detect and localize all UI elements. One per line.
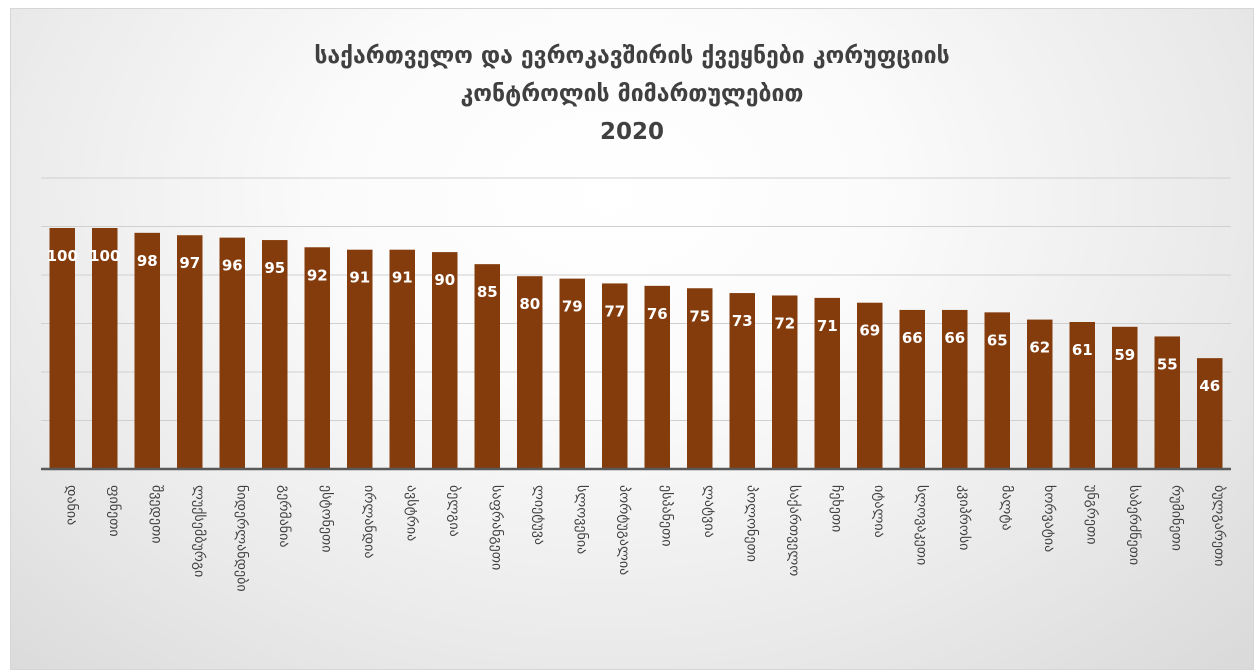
data-label: 100	[89, 247, 120, 265]
bar	[772, 295, 798, 469]
data-label: 76	[647, 305, 668, 323]
category-label: კვიპროსი	[956, 485, 973, 550]
category-label: ლატვია	[701, 485, 717, 538]
data-label: 65	[987, 331, 1008, 349]
category-label: ესტონეთი	[318, 485, 334, 552]
bar	[49, 228, 75, 469]
data-label: 97	[179, 254, 200, 272]
bar	[474, 264, 500, 469]
data-label: 69	[859, 322, 880, 340]
category-label: ბელგია	[446, 485, 462, 537]
data-label: 73	[732, 312, 753, 330]
bar	[1027, 319, 1053, 469]
data-label: 90	[434, 271, 455, 289]
bar	[602, 283, 628, 469]
data-label: 96	[222, 257, 243, 275]
bar	[942, 309, 968, 469]
data-label: 66	[902, 329, 923, 347]
bar	[857, 302, 883, 469]
bar	[389, 249, 415, 469]
data-label: 91	[392, 269, 413, 287]
data-label: 75	[689, 307, 710, 325]
category-label: ესპანეთი	[658, 485, 674, 547]
bar	[1154, 336, 1180, 469]
category-label: შვედეთი	[148, 485, 164, 544]
data-label: 62	[1029, 339, 1050, 357]
bar	[517, 276, 543, 469]
category-label: სლოვენია	[573, 485, 589, 554]
category-label: ბულგარეთი	[1211, 485, 1228, 566]
category-label: საქართველო	[786, 485, 803, 576]
category-label: ლუქსემბურგი	[191, 485, 208, 577]
chart-title: საქართველო და ევროკავშირის ქვეყნები კორუ…	[11, 37, 1253, 151]
category-label: დანია	[63, 485, 79, 525]
bar	[644, 285, 670, 469]
bar	[304, 247, 330, 469]
bar	[347, 249, 373, 469]
category-label: საბერძნეთი	[1126, 485, 1143, 565]
category-label: ჩეხეთი	[828, 485, 844, 532]
bar	[219, 237, 245, 469]
data-label: 61	[1072, 341, 1093, 359]
bar	[1069, 321, 1095, 469]
data-label: 79	[562, 298, 583, 316]
chart-frame: საქართველო და ევროკავშირის ქვეყნები კორუ…	[10, 8, 1254, 670]
data-label: 98	[137, 252, 158, 270]
bar	[1112, 326, 1138, 469]
bar	[687, 288, 713, 469]
bar	[177, 235, 203, 469]
bar	[729, 293, 755, 469]
category-label: ლიეტუვა	[531, 485, 547, 545]
bar	[134, 232, 160, 469]
data-label: 100	[47, 247, 78, 265]
data-label: 59	[1114, 346, 1135, 364]
data-label: 77	[604, 302, 625, 320]
category-label: გერმანია	[276, 485, 293, 547]
category-label: ირლანდია	[361, 485, 378, 559]
bar	[432, 252, 458, 469]
chart-title-line-3: 2020	[599, 119, 664, 145]
data-label: 80	[519, 295, 540, 313]
chart-title-line-1: საქართველო და ევროკავშირის ქვეყნები კორუ…	[314, 43, 950, 69]
data-label: 91	[349, 269, 370, 287]
category-label: მალტა	[998, 485, 1014, 531]
category-label: პოლონეთი	[743, 485, 759, 562]
chart-title-line-2: კონტროლის მიმართულებით	[460, 81, 804, 107]
data-label: 46	[1199, 377, 1220, 395]
category-label: იტალია	[871, 485, 887, 538]
data-label: 71	[817, 317, 838, 335]
data-label: 72	[774, 314, 795, 332]
data-label: 95	[264, 259, 285, 277]
category-label: პორტუგალია	[616, 485, 633, 575]
bar-chart-plot: 100 დანია 100 ფინეთი 98 შვედეთი 97 ლუქსემბურგი 9…	[41, 177, 1231, 592]
category-label: რუმინეთი	[1168, 485, 1185, 551]
bar	[559, 278, 585, 469]
category-label: ფინეთი	[106, 485, 122, 537]
bar	[814, 297, 840, 469]
data-label: 66	[944, 329, 965, 347]
category-label: ხორვატია	[1041, 485, 1058, 552]
category-label: ნიდერლანდები	[233, 485, 250, 592]
category-label: საფრანგეთი	[488, 485, 505, 570]
category-label: სლოვაკეთი	[913, 485, 929, 565]
bar	[984, 312, 1010, 469]
data-label: 55	[1157, 355, 1178, 373]
bar	[92, 228, 118, 469]
data-label: 92	[307, 266, 328, 284]
category-label: უნგრეთი	[1083, 485, 1100, 544]
category-label: ავსტრია	[403, 485, 420, 541]
data-label: 85	[477, 283, 498, 301]
bar	[262, 240, 288, 469]
bar	[1197, 358, 1223, 469]
bar	[899, 309, 925, 469]
